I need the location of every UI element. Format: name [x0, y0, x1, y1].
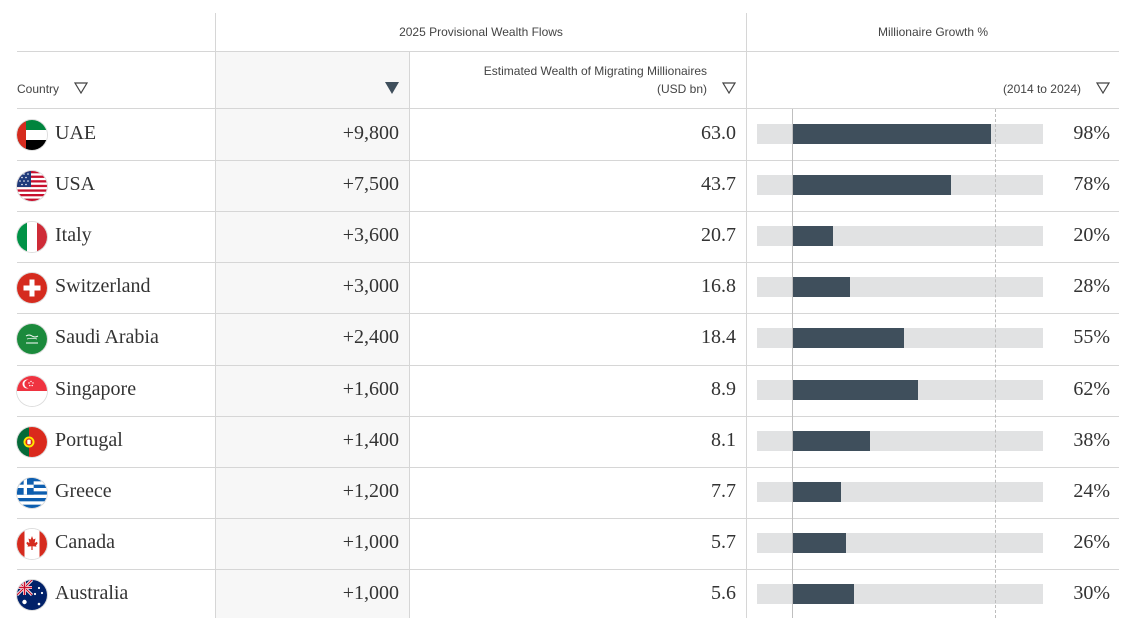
column-header-country[interactable]: Country — [17, 82, 60, 96]
country-name: UAE — [55, 122, 97, 144]
growth-bar — [793, 583, 854, 604]
growth-percent-label: 30% — [1073, 581, 1110, 604]
wealth-flow-value: +9,800 — [342, 122, 399, 144]
header-divider — [17, 108, 1119, 109]
country-name: Portugal — [55, 428, 123, 451]
row-divider — [17, 416, 1119, 417]
estimated-wealth-value: 5.7 — [711, 530, 736, 553]
row-divider — [17, 262, 1119, 263]
flag-portugal-icon — [17, 426, 47, 457]
table-row[interactable]: Saudi Arabia +2,400 18.4 55% — [17, 313, 1119, 364]
estimated-wealth-value: 8.1 — [711, 428, 736, 451]
wealth-flow-value: +1,400 — [342, 428, 399, 451]
country-name: Italy — [55, 224, 92, 247]
row-divider — [17, 211, 1119, 212]
table-row[interactable]: Italy +3,600 20.7 20% — [17, 211, 1119, 262]
growth-percent-label: 24% — [1073, 479, 1110, 502]
estimated-wealth-value: 20.7 — [701, 224, 736, 247]
table-row[interactable]: Australia +1,000 5.6 30% — [17, 569, 1119, 620]
growth-percent-label: 28% — [1073, 275, 1110, 298]
flag-usa-icon — [17, 171, 47, 202]
row-divider — [17, 365, 1119, 366]
table-row[interactable]: Portugal +1,400 8.1 38% — [17, 416, 1119, 467]
sort-toggle-country-icon[interactable] — [74, 82, 88, 94]
sort-descending-active-icon[interactable] — [385, 82, 399, 94]
wealth-flow-value: +7,500 — [342, 173, 399, 196]
growth-percent-label: 55% — [1073, 326, 1110, 349]
estimated-wealth-value: 43.7 — [701, 173, 736, 196]
row-divider — [17, 313, 1119, 314]
group-header-wealth-flows: 2025 Provisional Wealth Flows — [399, 25, 563, 39]
wealth-flow-value: +2,400 — [342, 326, 399, 349]
estimated-wealth-value: 18.4 — [701, 326, 736, 349]
column-header-growth-period[interactable]: (2014 to 2024) — [1002, 82, 1081, 96]
growth-bar — [793, 175, 951, 196]
growth-bar — [793, 481, 842, 502]
growth-bar — [793, 328, 905, 349]
growth-percent-label: 26% — [1073, 530, 1110, 553]
table-row[interactable]: Greece +1,200 7.7 24% — [17, 467, 1119, 518]
flag-canada-icon — [17, 528, 47, 559]
row-divider — [17, 518, 1119, 519]
growth-bar — [793, 379, 919, 400]
sort-toggle-wealth-icon[interactable] — [722, 82, 736, 94]
country-name: Saudi Arabia — [55, 326, 159, 349]
estimated-wealth-value: 7.7 — [711, 479, 736, 502]
growth-bar — [793, 226, 834, 247]
growth-bar — [793, 277, 850, 298]
header-divider — [17, 51, 1119, 52]
column-divider — [409, 52, 410, 618]
flag-switzerland-icon — [17, 273, 47, 304]
sort-toggle-growth-icon[interactable] — [1096, 82, 1110, 94]
country-name: USA — [55, 173, 96, 196]
table-row[interactable]: Canada +1,000 5.7 26% — [17, 518, 1119, 569]
estimated-wealth-value: 5.6 — [711, 581, 736, 604]
flag-singapore-icon — [17, 375, 47, 406]
table-row[interactable]: Switzerland +3,000 16.8 28% — [17, 262, 1119, 313]
growth-percent-label: 62% — [1073, 377, 1110, 400]
growth-bar — [793, 532, 846, 553]
group-header-millionaire-growth: Millionaire Growth % — [877, 25, 989, 39]
row-divider — [17, 160, 1119, 161]
column-divider — [746, 13, 747, 618]
growth-percent-label: 98% — [1073, 122, 1110, 144]
wealth-flow-value: +3,600 — [342, 224, 399, 247]
bar-axis-max-line — [995, 109, 996, 618]
wealth-flow-value: +1,000 — [342, 581, 399, 604]
flag-saudi-arabia-icon — [17, 324, 47, 355]
growth-bar — [793, 430, 870, 451]
column-header-wealth-line1[interactable]: Estimated Wealth of Migrating Millionair… — [483, 64, 707, 78]
wealth-flow-value: +1,000 — [342, 530, 399, 553]
country-name: Canada — [55, 530, 115, 553]
flag-uae-icon — [17, 120, 47, 150]
table-row[interactable]: Singapore +1,600 8.9 62% — [17, 365, 1119, 416]
flag-greece-icon — [17, 477, 47, 508]
estimated-wealth-value: 16.8 — [701, 275, 736, 298]
row-divider — [17, 467, 1119, 468]
growth-bar — [793, 124, 991, 144]
country-name: Australia — [55, 581, 129, 604]
column-divider — [215, 13, 216, 618]
flag-italy-icon — [17, 222, 47, 253]
wealth-flow-value: +3,000 — [342, 275, 399, 298]
growth-percent-label: 38% — [1073, 428, 1110, 451]
country-name: Singapore — [55, 377, 137, 400]
sorted-column-background — [216, 52, 409, 618]
country-name: Greece — [55, 479, 112, 502]
flag-australia-icon — [17, 579, 47, 610]
bar-axis-zero-line — [792, 109, 793, 618]
growth-percent-label: 78% — [1073, 173, 1110, 196]
wealth-flow-value: +1,200 — [342, 479, 399, 502]
table-row[interactable]: USA +7,500 43.7 78% — [17, 160, 1119, 211]
country-name: Switzerland — [55, 275, 151, 298]
row-divider — [17, 569, 1119, 570]
wealth-flow-value: +1,600 — [342, 377, 399, 400]
table-row[interactable]: UAE +9,800 63.0 98% — [17, 109, 1119, 160]
estimated-wealth-value: 63.0 — [701, 122, 736, 144]
column-header-wealth-line2[interactable]: (USD bn) — [656, 82, 707, 96]
growth-percent-label: 20% — [1073, 224, 1110, 247]
estimated-wealth-value: 8.9 — [711, 377, 736, 400]
